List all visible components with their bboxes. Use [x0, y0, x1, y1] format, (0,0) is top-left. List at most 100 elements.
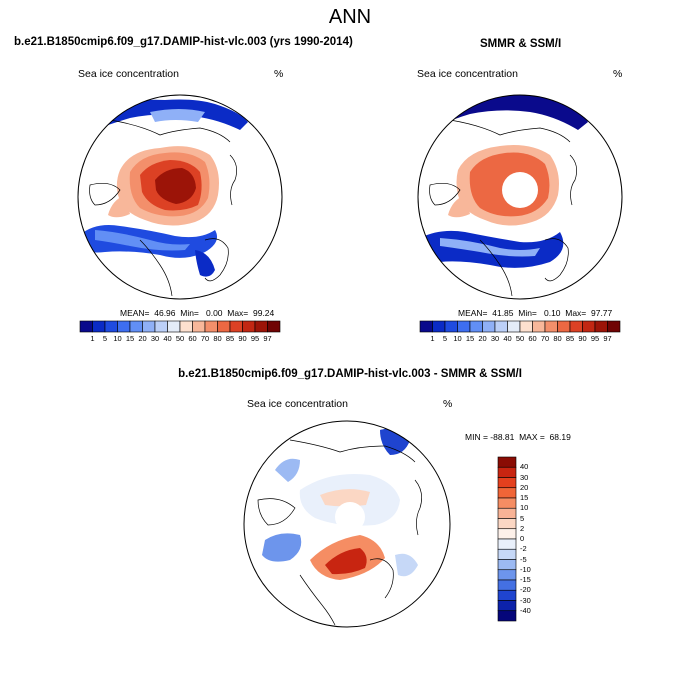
colorbar-swatch	[497, 589, 517, 601]
colorbar-swatch	[242, 320, 256, 333]
colorbar-swatch	[254, 320, 268, 333]
colorbar-tick-label: 10	[113, 334, 122, 343]
diff-unit-label: %	[443, 398, 453, 410]
diff-variable-label: Sea ice concentration	[247, 398, 348, 410]
colorbar-swatch	[497, 548, 517, 560]
colorbar-tick-label: 60	[188, 334, 197, 343]
colorbar-swatch	[117, 320, 131, 333]
colorbar-tick-label: 10	[453, 334, 462, 343]
colorbar-tick-label: 60	[528, 334, 537, 343]
colorbar-tick-label: 85	[565, 334, 575, 343]
diff-colorbar	[497, 456, 517, 622]
observation-title: SMMR & SSM/I	[480, 38, 562, 50]
model-polar-map	[77, 94, 283, 300]
colorbar-swatch	[544, 320, 558, 333]
colorbar-swatch	[167, 320, 181, 333]
colorbar-tick-label: 97	[603, 334, 612, 343]
colorbar-tick-label: 1	[430, 334, 435, 343]
colorbar-tick-label: 10	[520, 503, 529, 513]
colorbar-tick-label: 70	[540, 334, 550, 343]
colorbar-tick-label: 2	[520, 523, 525, 533]
colorbar-swatch	[192, 320, 206, 333]
model-stats: MEAN= 46.96 Min= 0.00 Max= 99.24	[120, 308, 275, 318]
obs-unit-label: %	[613, 68, 623, 80]
obs-polar-map	[417, 94, 623, 300]
colorbar-swatch	[217, 320, 231, 333]
colorbar-swatch	[129, 320, 143, 333]
colorbar-swatch	[92, 320, 106, 333]
colorbar-swatch	[497, 538, 517, 550]
colorbar-tick-label: -20	[520, 585, 531, 595]
colorbar-swatch	[497, 466, 517, 478]
colorbar-swatch	[497, 477, 517, 489]
colorbar-tick-label: 20	[138, 334, 147, 343]
colorbar-swatch	[569, 320, 583, 333]
colorbar-tick-label: 15	[465, 334, 475, 343]
colorbar-swatch	[482, 320, 496, 333]
colorbar-swatch	[582, 320, 596, 333]
colorbar-swatch	[519, 320, 533, 333]
colorbar-tick-label: 30	[150, 334, 160, 343]
colorbar-tick-label: 80	[213, 334, 222, 343]
colorbar-tick-label: 90	[578, 334, 587, 343]
colorbar-tick-label: -5	[520, 554, 527, 564]
colorbar-tick-label: 1	[90, 334, 95, 343]
colorbar-tick-label: -40	[520, 605, 531, 615]
colorbar-swatch	[532, 320, 546, 333]
difference-title: b.e21.B1850cmip6.f09_g17.DAMIP-hist-vlc.…	[178, 368, 522, 380]
colorbar-swatch	[497, 456, 517, 468]
obs-variable-label: Sea ice concentration	[417, 68, 518, 80]
colorbar-tick-label: 80	[553, 334, 562, 343]
colorbar-swatch	[497, 497, 517, 509]
colorbar-tick-label: 0	[520, 534, 525, 543]
colorbar-swatch	[154, 320, 168, 333]
colorbar-swatch	[142, 320, 156, 333]
colorbar-tick-label: 95	[250, 334, 260, 343]
colorbar-tick-label: 97	[263, 334, 272, 343]
colorbar-tick-label: 5	[442, 334, 448, 343]
colorbar-tick-label: -10	[520, 564, 531, 574]
colorbar-tick-label: 50	[515, 334, 525, 343]
colorbar-tick-label: 30	[520, 472, 529, 482]
colorbar-swatch	[497, 559, 517, 571]
colorbar-tick-label: 40	[520, 462, 529, 472]
colorbar-swatch	[457, 320, 471, 333]
colorbar-swatch	[104, 320, 118, 333]
colorbar-swatch	[229, 320, 243, 333]
colorbar-tick-label: 90	[238, 334, 247, 343]
colorbar-swatch	[419, 320, 433, 333]
colorbar-swatch	[497, 600, 517, 612]
diff-polar-map	[243, 420, 451, 628]
colorbar-tick-label: -2	[520, 544, 527, 554]
obs-stats: MEAN= 41.85 Min= 0.10 Max= 97.77	[458, 308, 613, 318]
colorbar-tick-label: 50	[175, 334, 185, 343]
colorbar-swatch	[557, 320, 571, 333]
figure-title: ANN	[328, 6, 372, 28]
colorbar-swatch	[432, 320, 446, 333]
colorbar-tick-label: 40	[163, 334, 172, 343]
colorbar-tick-label: -15	[520, 575, 531, 584]
colorbar-tick-label: -30	[520, 595, 531, 605]
model-run-title: b.e21.B1850cmip6.f09_g17.DAMIP-hist-vlc.…	[14, 36, 353, 48]
colorbar-tick-label: 15	[125, 334, 135, 343]
colorbar-swatch	[497, 487, 517, 499]
colorbar-swatch	[494, 320, 508, 333]
colorbar-tick-label: 40	[503, 334, 512, 343]
colorbar-swatch	[594, 320, 608, 333]
colorbar-swatch	[607, 320, 621, 333]
colorbar-swatch	[267, 320, 281, 333]
colorbar-tick-label: 20	[478, 334, 487, 343]
colorbar-swatch	[497, 579, 517, 591]
colorbar-tick-label: 95	[590, 334, 600, 343]
colorbar-swatch	[507, 320, 521, 333]
colorbar-tick-label: 20	[520, 482, 529, 492]
colorbar-tick-label: 70	[200, 334, 210, 343]
colorbar-swatch	[497, 518, 517, 530]
colorbar-tick-label: 15	[520, 493, 529, 502]
model-variable-label: Sea ice concentration	[78, 68, 179, 80]
colorbar-swatch	[204, 320, 218, 333]
colorbar-tick-label: 30	[490, 334, 500, 343]
colorbar-swatch	[497, 528, 517, 540]
colorbar-tick-label: 85	[225, 334, 235, 343]
